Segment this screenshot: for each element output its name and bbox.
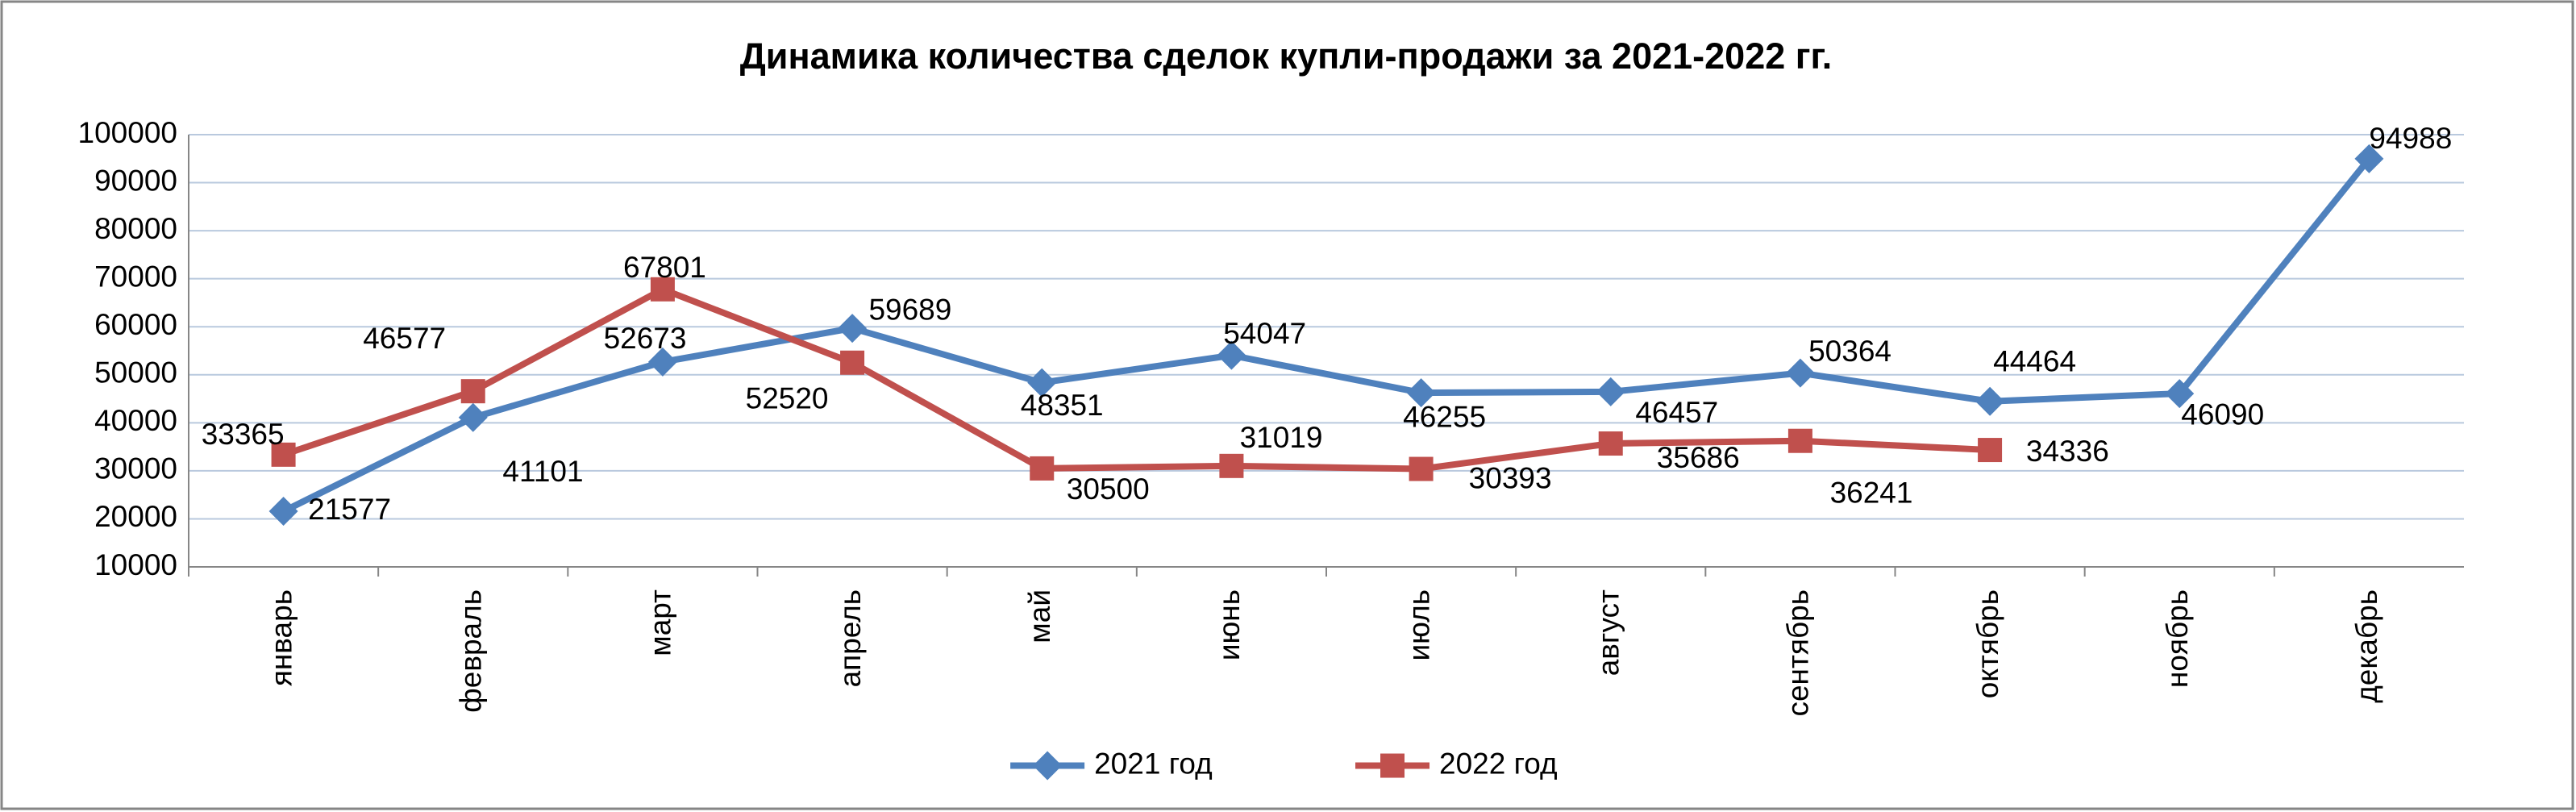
data-label: 46577: [363, 322, 446, 355]
data-point: [268, 497, 298, 527]
x-tick-label: сентябрь: [1782, 589, 1815, 717]
data-label: 52520: [746, 381, 829, 414]
x-tick-label: февраль: [455, 589, 488, 713]
legend-label: 2022 год: [1439, 747, 1558, 780]
x-tick-label: декабрь: [2350, 589, 2383, 703]
y-tick-label: 90000: [94, 164, 177, 197]
x-tick-label: июль: [1402, 589, 1435, 660]
data-label: 44464: [1993, 345, 2076, 378]
data-label: 48351: [1021, 389, 1104, 422]
data-label: 34336: [2026, 435, 2109, 468]
data-label: 54047: [1223, 317, 1306, 350]
data-label: 46457: [1635, 396, 1718, 429]
data-point: [1030, 456, 1055, 481]
data-label: 30393: [1469, 462, 1552, 495]
y-tick-label: 20000: [94, 500, 177, 533]
x-tick-label: июнь: [1213, 589, 1246, 660]
y-tick-label: 10000: [94, 548, 177, 581]
y-tick-label: 50000: [94, 356, 177, 389]
data-point: [460, 379, 485, 404]
data-point: [1406, 378, 1436, 408]
data-point: [1598, 431, 1623, 456]
data-point: [647, 347, 677, 377]
x-tick-label: январь: [264, 589, 298, 686]
data-label: 46090: [2181, 398, 2264, 431]
data-point: [1785, 358, 1815, 388]
data-point: [271, 442, 296, 467]
data-point: [2354, 144, 2384, 173]
legend-marker: [1033, 751, 1063, 781]
data-point: [1787, 428, 1812, 453]
data-label: 21577: [308, 493, 391, 526]
data-label: 33365: [202, 418, 285, 451]
x-tick-label: ноябрь: [2161, 589, 2194, 688]
x-tick-label: март: [644, 589, 677, 656]
data-point: [1219, 453, 1244, 478]
data-point: [838, 314, 868, 344]
data-label: 59689: [868, 293, 951, 326]
data-point: [650, 277, 675, 302]
y-tick-label: 70000: [94, 260, 177, 293]
series-line: [282, 285, 1991, 473]
x-tick-label: май: [1023, 589, 1056, 643]
data-point: [458, 402, 488, 432]
y-tick-label: 60000: [94, 308, 177, 341]
data-label: 50364: [1808, 335, 1891, 368]
data-point: [1596, 377, 1625, 406]
x-tick-label: октябрь: [1971, 589, 2004, 698]
y-tick-label: 40000: [94, 404, 177, 437]
series-line: [281, 156, 2372, 514]
data-label: 52673: [604, 322, 687, 355]
data-label: 31019: [1240, 421, 1323, 454]
data-point: [1027, 368, 1057, 398]
data-label: 67801: [623, 251, 706, 284]
data-label: 30500: [1067, 473, 1150, 506]
data-point: [1409, 456, 1434, 481]
x-tick-label: апрель: [834, 589, 867, 687]
data-point: [1975, 386, 2005, 416]
data-point: [2165, 379, 2195, 409]
data-point: [840, 350, 865, 375]
y-tick-label: 100000: [78, 116, 177, 149]
y-tick-label: 80000: [94, 212, 177, 245]
y-tick-label: 30000: [94, 452, 177, 485]
legend-marker: [1380, 753, 1405, 778]
data-label: 94988: [2369, 122, 2452, 155]
legend-label: 2021 год: [1094, 747, 1213, 780]
chart-title: Динамика количества сделок купли-продажи…: [740, 35, 1833, 77]
data-point: [1217, 340, 1246, 370]
data-label: 41101: [502, 455, 583, 488]
data-label: 46255: [1403, 400, 1486, 433]
data-label: 36241: [1830, 477, 1913, 510]
data-point: [1978, 438, 2003, 463]
x-tick-label: август: [1592, 589, 1625, 676]
data-label: 35686: [1657, 441, 1740, 474]
